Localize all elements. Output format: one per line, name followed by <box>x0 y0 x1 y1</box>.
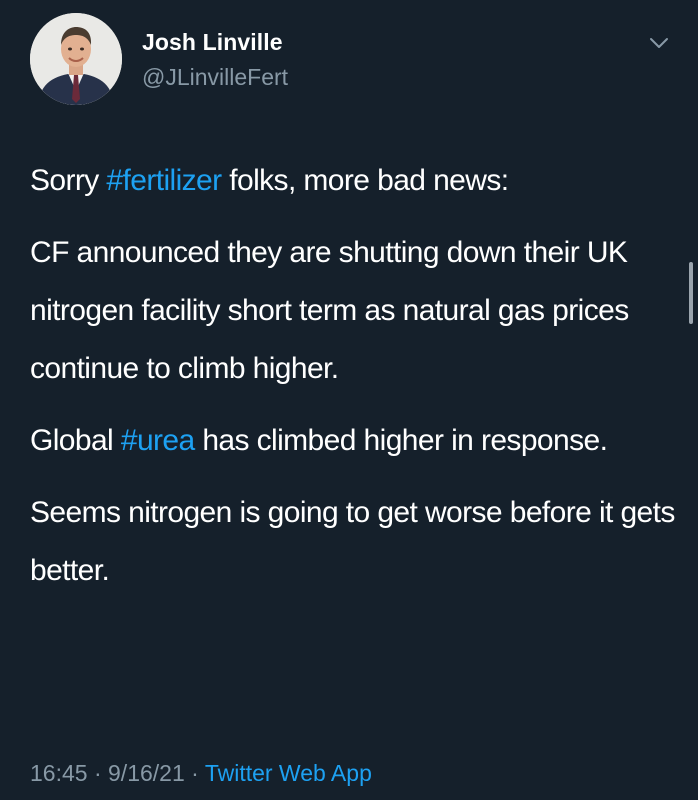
tweet-meta: 16:45 · 9/16/21 · Twitter Web App <box>30 760 372 787</box>
meta-separator: · <box>191 760 199 786</box>
text-segment: Global <box>30 424 121 457</box>
tweet-paragraph: Sorry #fertilizer folks, more bad news: <box>30 152 680 210</box>
scrollbar-thumb[interactable] <box>689 262 693 324</box>
text-segment: has climbed higher in response. <box>194 424 608 457</box>
hashtag-link[interactable]: #fertilizer <box>106 164 222 197</box>
text-segment: CF announced they are shutting down thei… <box>30 236 629 385</box>
text-segment: Sorry <box>30 164 107 197</box>
tweet-date[interactable]: 9/16/21 <box>108 760 185 786</box>
author-handle[interactable]: @JLinvilleFert <box>142 64 289 90</box>
tweet-paragraph: CF announced they are shutting down thei… <box>30 224 680 398</box>
text-segment: folks, more bad news: <box>221 164 509 197</box>
chevron-down-icon[interactable] <box>648 32 670 54</box>
hashtag-link[interactable]: #urea <box>120 424 195 457</box>
tweet-paragraph: Seems nitrogen is going to get worse bef… <box>30 484 680 600</box>
tweet-source-link[interactable]: Twitter Web App <box>204 760 372 786</box>
tweet-text: Sorry #fertilizer folks, more bad news: … <box>30 152 680 600</box>
author-name[interactable]: Josh Linville <box>142 29 283 55</box>
tweet-paragraph: Global #urea has climbed higher in respo… <box>30 412 680 470</box>
tweet-time[interactable]: 16:45 <box>30 760 88 786</box>
profile-photo-icon <box>30 13 122 105</box>
avatar[interactable] <box>30 13 122 105</box>
meta-separator: · <box>93 760 102 786</box>
text-segment: Seems nitrogen is going to get worse bef… <box>30 496 675 587</box>
